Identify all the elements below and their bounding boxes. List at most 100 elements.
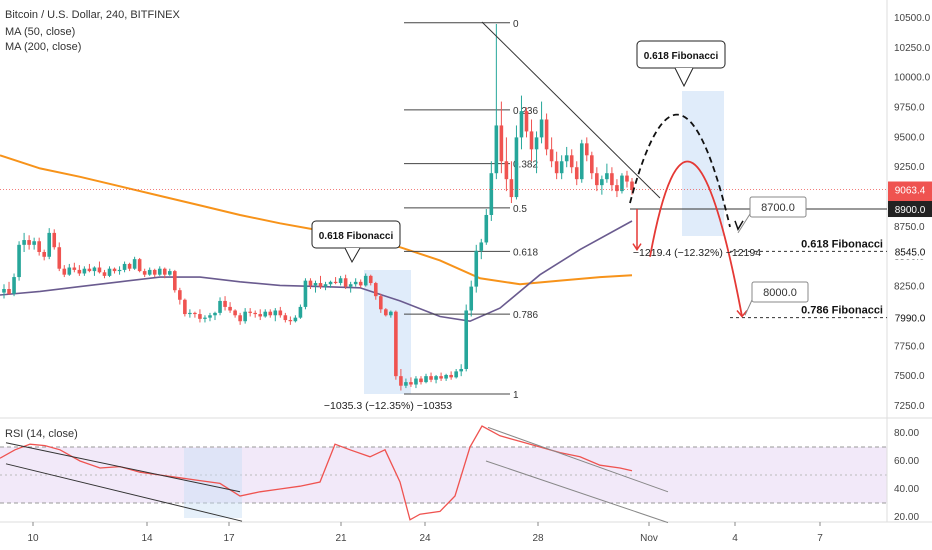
price-tick: 7750.0 xyxy=(894,341,925,352)
price-badge-current-bg xyxy=(888,181,932,198)
x-tick-label: 7 xyxy=(817,533,823,544)
candle-body xyxy=(112,268,117,272)
candle-body xyxy=(67,267,72,275)
candle-body xyxy=(494,125,499,174)
candle-body xyxy=(102,272,107,276)
candle-body xyxy=(162,268,167,275)
candle-body xyxy=(615,185,619,192)
target-8700-box xyxy=(749,196,807,218)
rsi-legend: RSI (14, close) xyxy=(5,428,78,440)
price-badge-8900: 8900.0 xyxy=(895,205,926,216)
candle-body xyxy=(62,268,67,275)
candle-body xyxy=(173,271,177,291)
x-tick-label: 24 xyxy=(419,533,431,544)
candle-body xyxy=(243,311,247,322)
candle-body xyxy=(268,311,273,316)
candle-body xyxy=(449,374,453,378)
candle-body xyxy=(213,312,217,316)
candle-body xyxy=(132,259,137,269)
target-8700-leader xyxy=(737,213,751,234)
candle-body xyxy=(539,119,544,138)
candle-body xyxy=(454,371,458,378)
candle-body xyxy=(579,143,584,180)
callout-left-text: 0.618 Fibonacci xyxy=(319,231,394,242)
candle-body xyxy=(22,240,26,245)
rsi-channel-top-left xyxy=(5,442,241,493)
candle-body xyxy=(474,250,479,287)
candle-body xyxy=(293,317,298,322)
candle-body xyxy=(625,175,629,182)
measure-left-text: −1035.3 (−12.35%) −10353 xyxy=(324,400,452,412)
candle-body xyxy=(464,310,469,369)
candle-body xyxy=(72,267,77,270)
candle-body xyxy=(258,314,263,317)
candle-body xyxy=(620,175,624,192)
candle-body xyxy=(77,269,82,274)
rsi-tick: 40.00 xyxy=(894,484,919,495)
candle-body xyxy=(157,268,162,275)
rsi-channel-bottom-right xyxy=(485,460,669,524)
candle-body xyxy=(404,382,408,386)
candle-body xyxy=(519,111,524,138)
candle-body xyxy=(409,382,413,385)
candle-body xyxy=(479,242,484,251)
candle-body xyxy=(389,311,393,316)
candle-body xyxy=(373,283,378,297)
candle-body xyxy=(439,376,443,379)
chart-title: Bitcoin / U.S. Dollar, 240, BITFINEX xyxy=(5,9,180,21)
candle-body xyxy=(459,368,463,372)
candle-body xyxy=(358,281,363,286)
candle-body xyxy=(2,289,6,293)
candle-body xyxy=(283,315,288,321)
candle-body xyxy=(298,306,303,318)
target-8000-text: 8000.0 xyxy=(763,287,797,299)
candle-body xyxy=(363,275,368,286)
candle-body xyxy=(605,173,609,180)
shade-box-left xyxy=(364,270,411,394)
rsi-channel-bottom-left xyxy=(5,463,243,522)
candle-body xyxy=(348,284,353,287)
candle-body xyxy=(137,259,142,272)
fib-level-label: 0.382 xyxy=(513,160,538,171)
price-badge-7990-bg xyxy=(888,309,932,326)
candle-body xyxy=(218,300,222,313)
candle-body xyxy=(574,167,579,180)
x-tick-label: 10 xyxy=(27,533,39,544)
candle-body xyxy=(394,311,398,377)
candle-body xyxy=(313,283,318,286)
candle-body xyxy=(590,155,594,174)
fib-level-label: 0.5 xyxy=(513,204,527,215)
candle-body xyxy=(399,376,403,386)
candle-body xyxy=(92,267,97,272)
candle-body xyxy=(288,320,293,322)
price-tick: 8750.0 xyxy=(894,222,925,233)
price-badge-current: 9063.4 xyxy=(895,186,926,197)
fib-level-label: 0.786 xyxy=(513,310,538,321)
candle-body xyxy=(308,280,313,286)
measure-right-text: −1219.4 (−12.32%) −12194 xyxy=(633,247,761,259)
price-tick: 7250.0 xyxy=(894,401,925,412)
projection-dashed-path xyxy=(629,114,731,228)
candle-body xyxy=(559,161,564,174)
price-tick: 10500.0 xyxy=(894,13,931,24)
target-8000-box xyxy=(751,281,809,303)
red-arrow-head xyxy=(632,243,642,251)
projection-red-path xyxy=(649,160,743,317)
candle-body xyxy=(414,378,418,385)
candle-body xyxy=(353,281,358,285)
candle-body xyxy=(147,269,152,275)
fib-618-level-label: 0.618 Fibonacci xyxy=(801,238,883,250)
candle-body xyxy=(595,173,599,186)
candle-body xyxy=(610,173,614,186)
rsi-channel-top-right xyxy=(487,426,669,493)
candle-body xyxy=(630,181,634,190)
candle-body xyxy=(57,247,62,269)
candle-body xyxy=(318,283,323,287)
price-trendline xyxy=(481,21,661,199)
target-8700-text: 8700.0 xyxy=(761,202,795,214)
candle-body xyxy=(524,111,529,132)
candle-body xyxy=(384,309,388,316)
x-tick-label: 17 xyxy=(223,533,235,544)
ma200-legend: MA (200, close) xyxy=(5,41,82,53)
candle-body xyxy=(253,312,257,315)
